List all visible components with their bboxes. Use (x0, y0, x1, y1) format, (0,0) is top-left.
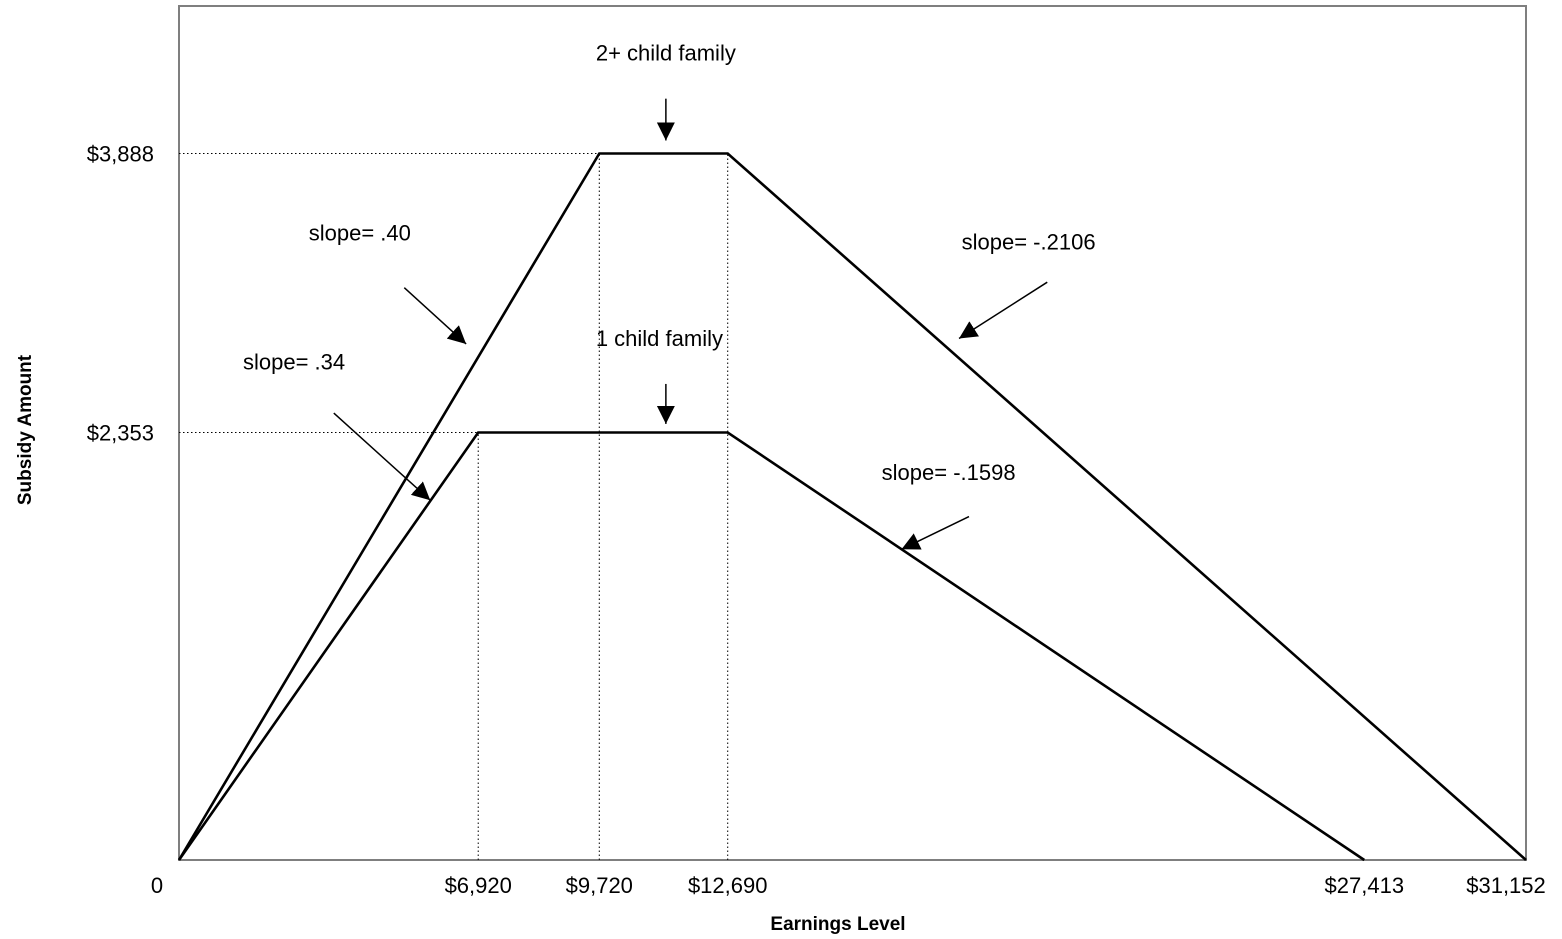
series-lines (177, 152, 1527, 862)
annotation-arrow-slope-2106 (958, 281, 1048, 340)
plot-frame (178, 5, 1527, 861)
y-tick-label: $3,888 (87, 142, 154, 167)
x-tick-labels: 0 $6,920 $9,720 $12,690 $27,413 $31,152 (151, 873, 1546, 898)
x-tick-label: $12,690 (688, 873, 768, 898)
x-tick-label: 0 (151, 873, 163, 898)
annotation-label-slope-40: slope= .40 (309, 220, 411, 245)
x-tick-label: $31,152 (1466, 873, 1546, 898)
guide-lines (179, 153, 729, 860)
series-line-1-child-family (177, 431, 1366, 862)
x-axis-label: Earnings Level (770, 914, 905, 935)
annotation-arrow-slope-34 (333, 412, 431, 501)
annotations: 2+ child family 1 child family slope= .40 s… (243, 41, 1096, 550)
series-line-2-child-family (177, 152, 1527, 861)
annotation-label-slope-1598: slope= -.1598 (882, 460, 1016, 485)
annotation-label-slope-2106: slope= -.2106 (962, 229, 1096, 254)
x-tick-label: $6,920 (445, 873, 512, 898)
y-tick-label: $2,353 (87, 420, 154, 445)
annotation-arrow-slope-1598 (901, 515, 970, 550)
annotation-label-slope-34: slope= .34 (243, 349, 345, 374)
annotation-label-1-child-family: 1 child family (596, 326, 723, 351)
x-tick-label: $27,413 (1325, 873, 1405, 898)
annotation-arrow-slope-40 (403, 287, 467, 345)
y-axis-label: Subsidy Amount (15, 354, 36, 505)
x-tick-label: $9,720 (566, 873, 633, 898)
y-tick-labels: $2,353 $3,888 (87, 142, 154, 446)
annotation-label-2-child-family: 2+ child family (596, 41, 736, 66)
